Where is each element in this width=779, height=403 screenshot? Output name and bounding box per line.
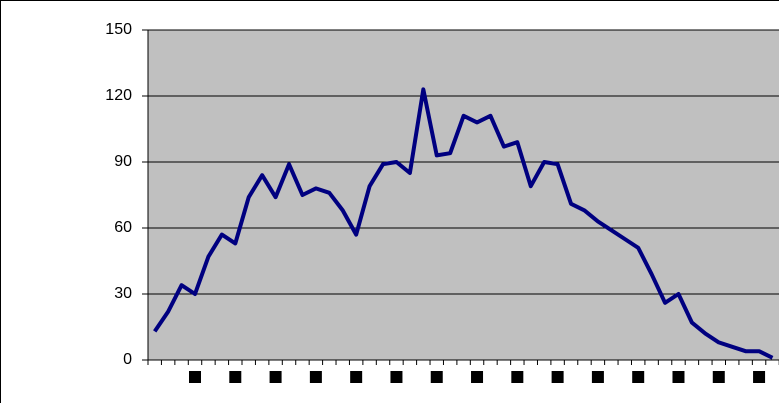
x-tick-glyph (511, 371, 524, 383)
x-tick-glyph (753, 371, 766, 383)
x-tick-glyph (471, 371, 484, 383)
x-tick-glyph (309, 371, 322, 383)
x-tick-glyph (672, 371, 685, 383)
x-tick-glyph (229, 371, 242, 383)
plot-area (148, 30, 779, 360)
x-tick-glyph (551, 371, 564, 383)
x-tick-glyph (591, 371, 604, 383)
series-line (153, 87, 774, 360)
x-tick-glyph (632, 371, 645, 383)
y-tick-label: 0 (123, 351, 132, 368)
x-tick-glyph (189, 371, 202, 383)
y-tick-label: 30 (114, 285, 132, 302)
x-tick-glyph (712, 371, 725, 383)
y-tick-label: 120 (105, 87, 132, 104)
x-tick-glyph (350, 371, 363, 383)
y-tick-label: 90 (114, 153, 132, 170)
x-tick-glyph (390, 371, 403, 383)
y-tick-label: 150 (105, 21, 132, 38)
y-tick-label: 60 (114, 219, 132, 236)
x-tick-glyph (430, 371, 443, 383)
x-tick-glyph (269, 371, 282, 383)
